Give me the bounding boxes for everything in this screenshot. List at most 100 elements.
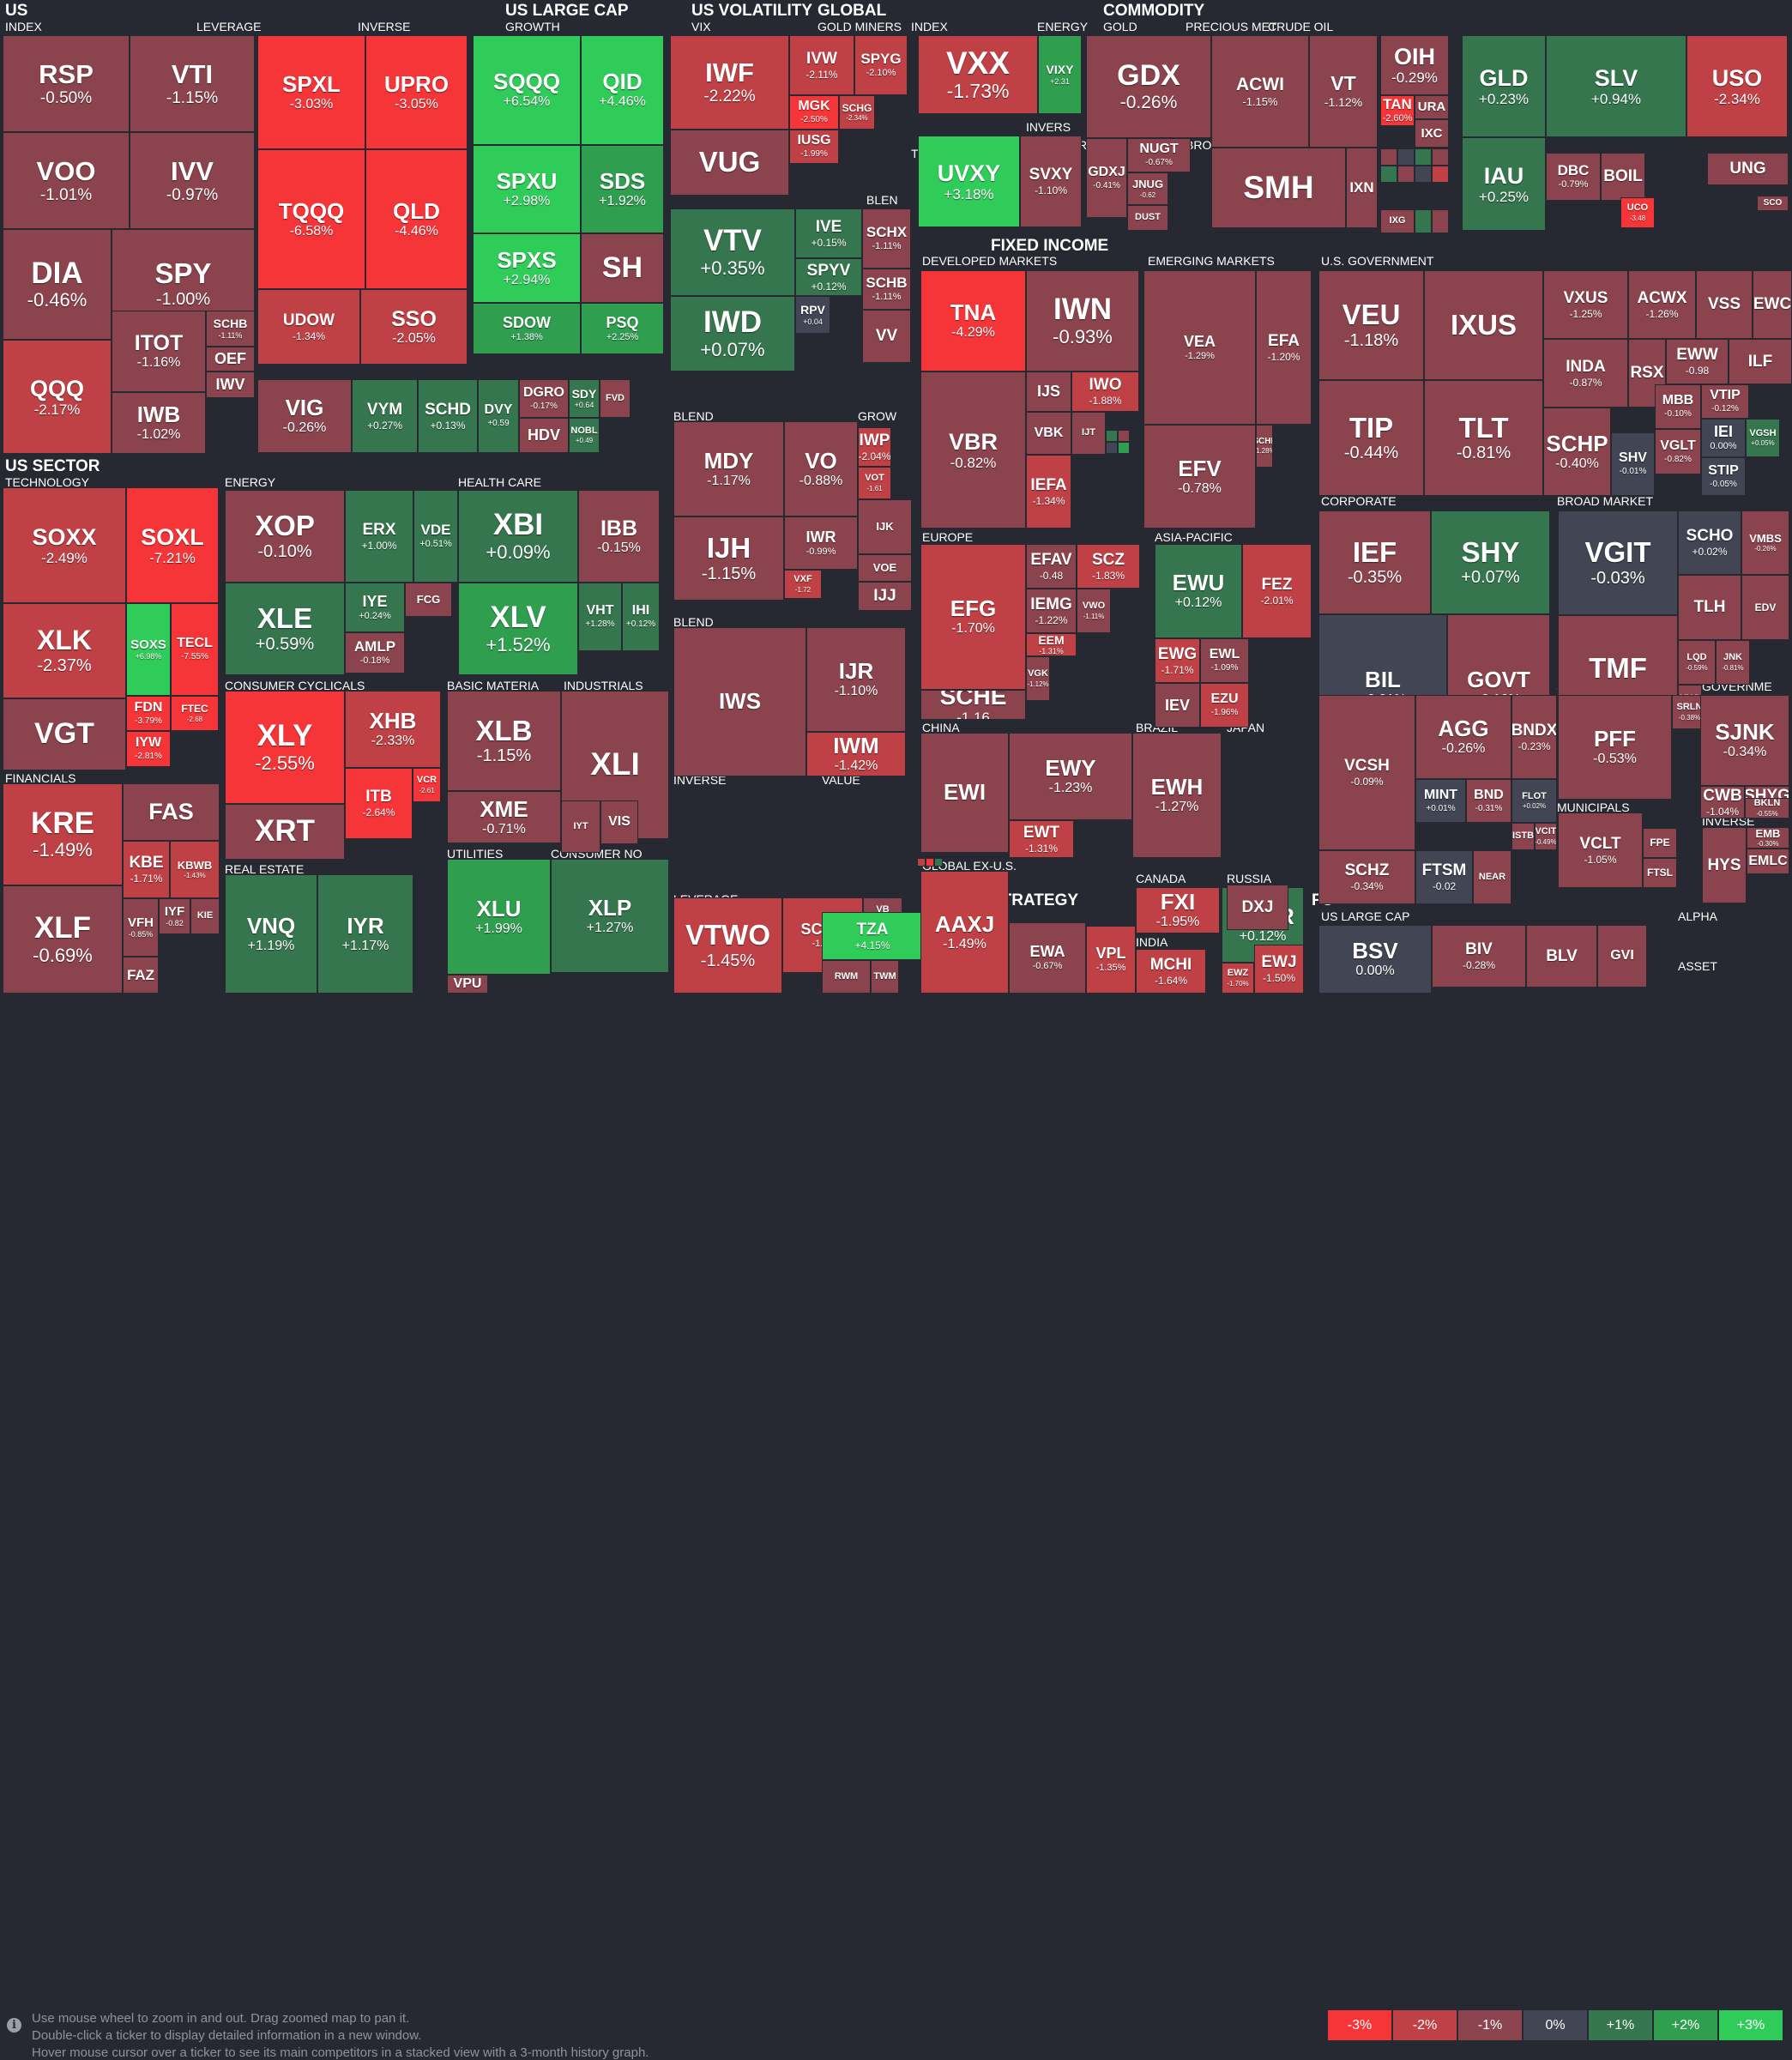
etf-tile-spyv[interactable]: SPYV +0.12%	[795, 258, 862, 296]
legend-minus-1[interactable]: -1%	[1458, 2010, 1522, 2040]
etf-tile-tza[interactable]: TZA +4.15%	[822, 912, 923, 960]
etf-tile-efa[interactable]: EFA -1.20%	[1256, 270, 1312, 425]
etf-tile-ijj[interactable]: IJJ	[858, 582, 912, 611]
etf-tile-vgt[interactable]: VGT	[3, 698, 126, 770]
etf-tile-tip[interactable]: TIP -0.44%	[1318, 380, 1424, 496]
etf-tile-ixn[interactable]: IXN	[1346, 148, 1378, 228]
etf-tile-tna[interactable]: TNA -4.29%	[920, 270, 1026, 372]
small-etf-tile[interactable]	[1118, 430, 1130, 442]
etf-tile-near[interactable]: NEAR	[1473, 850, 1511, 904]
etf-tile-dbc[interactable]: DBC -0.79%	[1546, 153, 1601, 201]
etf-tile-ixus[interactable]: IXUS	[1424, 270, 1543, 380]
etf-tile-ewz[interactable]: EWZ -1.70%	[1222, 963, 1254, 994]
etf-tile-xly[interactable]: XLY -2.55%	[225, 691, 345, 804]
etf-tile-vht[interactable]: VHT +1.28%	[578, 583, 622, 651]
etf-tile-ewa[interactable]: EWA -0.67%	[1009, 922, 1086, 994]
etf-tile-sco[interactable]: SCO	[1757, 196, 1789, 211]
etf-tile-ftsl[interactable]: FTSL	[1643, 858, 1677, 888]
etf-tile-jnk[interactable]: JNK -0.81%	[1716, 640, 1750, 685]
etf-tile-acwi[interactable]: ACWI -1.15%	[1211, 35, 1309, 148]
etf-tile-vxf[interactable]: VXF -1.72	[784, 570, 822, 599]
etf-tile-gdx[interactable]: GDX -0.26%	[1086, 35, 1211, 138]
etf-tile-schb[interactable]: SCHB -1.11%	[206, 311, 255, 347]
etf-tile-qld[interactable]: QLD -4.46%	[365, 149, 468, 289]
etf-tile-vglt[interactable]: VGLT -0.82%	[1655, 429, 1701, 474]
etf-tile-ewj[interactable]: EWJ -1.50%	[1254, 945, 1304, 994]
etf-tile-boil[interactable]: BOIL	[1601, 153, 1645, 201]
etf-tile-vig[interactable]: VIG -0.26%	[257, 379, 352, 453]
etf-tile-vug[interactable]: VUG	[670, 130, 789, 196]
etf-tile-tlt[interactable]: TLT -0.81%	[1424, 380, 1543, 496]
etf-tile-iwd[interactable]: IWD +0.07%	[670, 296, 795, 372]
etf-tile-ixg[interactable]: IXG	[1380, 209, 1415, 233]
etf-tile-vfh[interactable]: VFH -0.85%	[123, 898, 159, 957]
etf-tile-iwm[interactable]: IWM -1.42%	[806, 732, 906, 776]
etf-tile-vtv[interactable]: VTV +0.35%	[670, 208, 795, 296]
etf-tile-schd[interactable]: SCHD +0.13%	[418, 379, 478, 453]
etf-tile-slv[interactable]: SLV +0.94%	[1546, 35, 1686, 137]
etf-tile-iyt[interactable]: IYT	[561, 800, 600, 853]
etf-tile-ftec[interactable]: FTEC -2.68	[171, 696, 219, 731]
small-etf-tile[interactable]	[1380, 166, 1397, 183]
etf-tile-schb[interactable]: SCHB -1.11%	[862, 269, 911, 310]
etf-tile-ihi[interactable]: IHI +0.12%	[622, 583, 660, 651]
etf-tile-sjnk[interactable]: SJNK -0.34%	[1700, 695, 1789, 786]
etf-tile-sso[interactable]: SSO -2.05%	[360, 289, 468, 365]
etf-tile-rpv[interactable]: RPV +0.04	[795, 296, 830, 334]
etf-tile-iwf[interactable]: IWF -2.22%	[670, 35, 789, 130]
etf-tile-iwr[interactable]: IWR -0.99%	[784, 517, 858, 570]
etf-tile-oef[interactable]: OEF	[206, 347, 255, 372]
etf-tile-faz[interactable]: FAZ	[123, 957, 159, 994]
etf-tile-uvxy[interactable]: UVXY +3.18%	[918, 136, 1020, 227]
etf-tile-iyw[interactable]: IYW -2.81%	[126, 731, 171, 767]
etf-tile-bkln[interactable]: BKLN -0.55%	[1745, 798, 1789, 819]
etf-tile-vot[interactable]: VOT -1.61	[858, 467, 891, 499]
etf-tile-blv[interactable]: BLV	[1526, 925, 1597, 988]
legend-plus-2[interactable]: +2%	[1654, 2010, 1717, 2040]
etf-tile-shv[interactable]: SHV -0.01%	[1611, 432, 1655, 496]
etf-tile-iyr[interactable]: IYR +1.17%	[317, 874, 413, 994]
etf-tile-efv[interactable]: EFV -0.78%	[1143, 425, 1256, 529]
etf-tile-agg[interactable]: AGG -0.26%	[1415, 695, 1511, 779]
etf-tile-sds[interactable]: SDS +1.92%	[581, 145, 664, 233]
etf-tile-vis[interactable]: VIS	[600, 800, 638, 844]
etf-tile-ivv[interactable]: IVV -0.97%	[130, 132, 255, 229]
etf-tile-vcr[interactable]: VCR -2.61	[413, 768, 441, 802]
etf-tile-vpu[interactable]: VPU	[447, 975, 488, 994]
etf-tile-oih[interactable]: OIH -0.29%	[1380, 35, 1449, 95]
etf-tile-iwp[interactable]: IWP -2.04%	[858, 427, 891, 467]
etf-tile-vmbs[interactable]: VMBS -0.26%	[1741, 510, 1789, 575]
etf-tile-itb[interactable]: ITB -2.64%	[345, 768, 413, 839]
etf-tile-xrt[interactable]: XRT	[225, 804, 345, 860]
etf-tile-iwo[interactable]: IWO -1.88%	[1071, 372, 1139, 412]
etf-tile-sh[interactable]: SH	[581, 233, 664, 303]
etf-tile-emb[interactable]: EMB -0.30%	[1747, 827, 1789, 849]
etf-tile-fpe[interactable]: FPE	[1643, 828, 1677, 858]
etf-tile-nugt[interactable]: NUGT -0.67%	[1127, 138, 1191, 172]
etf-tile-ewh[interactable]: EWH -1.27%	[1132, 733, 1222, 858]
etf-tile-spxu[interactable]: SPXU +2.98%	[473, 145, 581, 233]
etf-tile-kbwb[interactable]: KBWB -1.43%	[170, 841, 220, 898]
small-etf-tile[interactable]	[1415, 209, 1432, 233]
small-etf-tile[interactable]	[1106, 442, 1118, 454]
etf-tile-ewt[interactable]: EWT -1.31%	[1009, 820, 1074, 858]
small-etf-tile[interactable]	[1118, 442, 1130, 454]
etf-tile-fcg[interactable]: FCG	[405, 583, 452, 617]
etf-tile-soxl[interactable]: SOXL -7.21%	[126, 487, 219, 603]
etf-tile-biv[interactable]: BIV -0.28%	[1432, 925, 1526, 988]
etf-tile-kbe[interactable]: KBE -1.71%	[123, 841, 170, 898]
etf-tile-mgk[interactable]: MGK -2.50%	[789, 95, 839, 130]
etf-tile-ijk[interactable]: IJK	[858, 499, 912, 554]
etf-tile-ijt[interactable]: IJT	[1071, 412, 1106, 455]
etf-tile-vbr[interactable]: VBR -0.82%	[920, 372, 1026, 529]
etf-tile-bndx[interactable]: BNDX -0.23%	[1511, 695, 1557, 779]
etf-tile-shy[interactable]: SHY +0.07%	[1431, 510, 1550, 614]
etf-tile-iye[interactable]: IYE +0.24%	[345, 583, 405, 632]
etf-tile-kie[interactable]: KIE	[190, 898, 220, 934]
etf-tile-pff[interactable]: PFF -0.53%	[1558, 695, 1672, 800]
etf-tile-aaxj[interactable]: AAXJ -1.49%	[920, 871, 1009, 994]
etf-tile-ivw[interactable]: IVW -2.11%	[789, 35, 854, 95]
etf-tile-edv[interactable]: EDV	[1741, 575, 1789, 640]
etf-tile-vgit[interactable]: VGIT -0.03%	[1558, 510, 1678, 615]
etf-tile-vcsh[interactable]: VCSH -0.09%	[1318, 695, 1415, 850]
